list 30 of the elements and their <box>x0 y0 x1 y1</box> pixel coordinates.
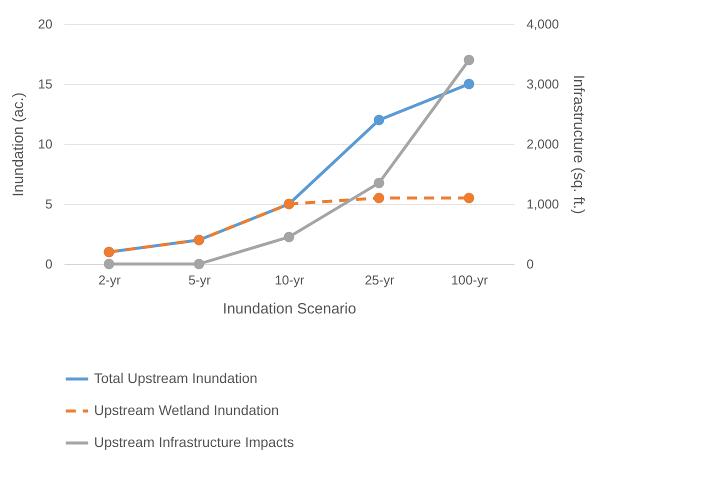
y-tick-label: 10 <box>38 136 52 152</box>
y-tick-label: 5 <box>45 196 52 212</box>
x-tick-label: 2-yr <box>98 272 122 288</box>
point <box>194 258 204 270</box>
legend-label: Total Upstream Inundation <box>94 370 258 386</box>
x-axis-title: Inundation Scenario <box>222 300 356 318</box>
x-tick-label: 10-yr <box>274 272 305 288</box>
point <box>284 232 294 242</box>
y2-tick-label: 3,000 <box>526 76 560 92</box>
point <box>374 178 384 188</box>
y-tick-label: 15 <box>38 76 52 92</box>
point <box>464 78 474 90</box>
y2-tick-label: 2,000 <box>526 136 560 152</box>
point <box>464 192 474 204</box>
y2-tick-label: 0 <box>526 256 534 272</box>
y-tick-label: 0 <box>45 256 52 272</box>
y2-tick-label: 4,000 <box>526 16 560 32</box>
point <box>464 54 474 66</box>
x-tick-label: 5-yr <box>188 272 212 288</box>
x-tick-label: 100-yr <box>451 272 489 288</box>
point <box>374 114 384 126</box>
point <box>104 258 114 270</box>
point <box>374 192 384 204</box>
y2-tick-label: 1,000 <box>526 196 560 212</box>
y-axis-title: Inundation (ac.) <box>10 92 28 197</box>
y-tick-label: 20 <box>38 16 52 32</box>
legend-label: Upstream Infrastructure Impacts <box>94 434 294 450</box>
y2-axis-title: Infrastructure (sq. ft.) <box>570 74 588 214</box>
x-tick-label: 25-yr <box>364 272 395 288</box>
legend-label: Upstream Wetland Inundation <box>94 402 279 418</box>
